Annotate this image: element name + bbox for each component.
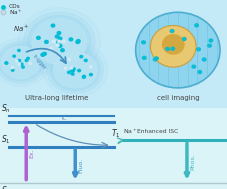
Circle shape xyxy=(1,46,40,78)
FancyBboxPatch shape xyxy=(0,0,227,108)
Circle shape xyxy=(41,53,44,56)
Circle shape xyxy=(58,44,62,47)
Circle shape xyxy=(60,49,64,52)
Circle shape xyxy=(170,29,173,33)
Circle shape xyxy=(28,15,90,68)
Circle shape xyxy=(27,57,29,59)
Circle shape xyxy=(49,47,52,50)
Circle shape xyxy=(72,68,75,70)
Circle shape xyxy=(68,59,70,61)
Circle shape xyxy=(89,74,92,76)
Text: Fluo.: Fluo. xyxy=(78,157,83,173)
Circle shape xyxy=(170,47,174,50)
Circle shape xyxy=(70,67,72,69)
Circle shape xyxy=(16,60,18,62)
Circle shape xyxy=(197,70,201,74)
Text: IC: IC xyxy=(61,116,66,121)
Circle shape xyxy=(53,52,96,88)
Circle shape xyxy=(43,43,107,97)
Ellipse shape xyxy=(135,12,219,88)
Circle shape xyxy=(89,66,92,68)
Circle shape xyxy=(37,36,40,39)
Circle shape xyxy=(77,69,80,72)
Circle shape xyxy=(52,40,55,43)
Circle shape xyxy=(71,73,74,75)
Text: $S_0$: $S_0$ xyxy=(1,184,11,189)
Circle shape xyxy=(57,40,60,43)
Circle shape xyxy=(153,58,156,61)
Circle shape xyxy=(196,48,200,51)
Circle shape xyxy=(154,57,158,60)
Circle shape xyxy=(82,75,85,78)
Text: trigger: trigger xyxy=(32,54,47,71)
Circle shape xyxy=(71,70,74,72)
FancyBboxPatch shape xyxy=(0,108,227,189)
Circle shape xyxy=(76,40,79,43)
Circle shape xyxy=(55,35,59,38)
Circle shape xyxy=(50,49,100,91)
Circle shape xyxy=(24,12,94,71)
Circle shape xyxy=(11,69,14,71)
Circle shape xyxy=(32,19,86,64)
Circle shape xyxy=(79,56,82,58)
Circle shape xyxy=(57,32,60,34)
Circle shape xyxy=(141,41,145,44)
Text: $S_1$: $S_1$ xyxy=(1,134,11,146)
Circle shape xyxy=(29,63,31,64)
Circle shape xyxy=(1,46,40,78)
Circle shape xyxy=(22,66,24,68)
Circle shape xyxy=(191,65,195,68)
Circle shape xyxy=(194,24,197,27)
Text: Phos.: Phos. xyxy=(189,153,194,170)
Circle shape xyxy=(18,63,20,65)
Text: $T_1$: $T_1$ xyxy=(111,127,120,140)
Circle shape xyxy=(13,55,15,57)
Circle shape xyxy=(0,42,45,83)
Circle shape xyxy=(58,37,62,40)
Circle shape xyxy=(56,44,59,46)
Circle shape xyxy=(51,24,54,27)
Circle shape xyxy=(11,67,13,69)
Circle shape xyxy=(0,38,49,86)
Circle shape xyxy=(84,59,87,62)
Text: Enhanced ISC: Enhanced ISC xyxy=(136,129,177,134)
Circle shape xyxy=(208,39,212,42)
Circle shape xyxy=(25,59,28,61)
Circle shape xyxy=(202,58,205,61)
Circle shape xyxy=(18,8,100,76)
Circle shape xyxy=(43,52,46,55)
Circle shape xyxy=(142,56,146,59)
Circle shape xyxy=(165,47,169,50)
Text: Ex.: Ex. xyxy=(29,148,34,158)
Text: Na$^+$: Na$^+$ xyxy=(9,8,22,17)
Circle shape xyxy=(67,71,70,74)
Circle shape xyxy=(207,44,210,47)
Circle shape xyxy=(70,70,73,72)
Circle shape xyxy=(76,40,80,43)
Text: CDs: CDs xyxy=(9,4,20,9)
Circle shape xyxy=(18,60,21,62)
Circle shape xyxy=(5,62,7,64)
Text: Ultra-long lifetime: Ultra-long lifetime xyxy=(25,95,88,101)
Circle shape xyxy=(69,38,72,41)
Circle shape xyxy=(82,76,85,78)
Ellipse shape xyxy=(161,34,184,55)
Circle shape xyxy=(17,49,20,51)
Text: Na$^+$: Na$^+$ xyxy=(123,127,137,136)
Circle shape xyxy=(32,19,86,64)
Ellipse shape xyxy=(150,26,195,67)
Circle shape xyxy=(182,37,185,40)
Text: $S_n$: $S_n$ xyxy=(1,103,11,115)
Circle shape xyxy=(5,62,8,64)
Circle shape xyxy=(20,63,23,65)
Circle shape xyxy=(53,52,96,88)
Text: Na$^+$: Na$^+$ xyxy=(12,24,29,34)
Circle shape xyxy=(0,44,43,81)
Circle shape xyxy=(62,40,65,43)
Circle shape xyxy=(44,40,48,43)
Circle shape xyxy=(47,46,103,93)
Circle shape xyxy=(64,67,66,69)
Circle shape xyxy=(57,41,60,44)
Text: cell imaging: cell imaging xyxy=(156,95,198,101)
